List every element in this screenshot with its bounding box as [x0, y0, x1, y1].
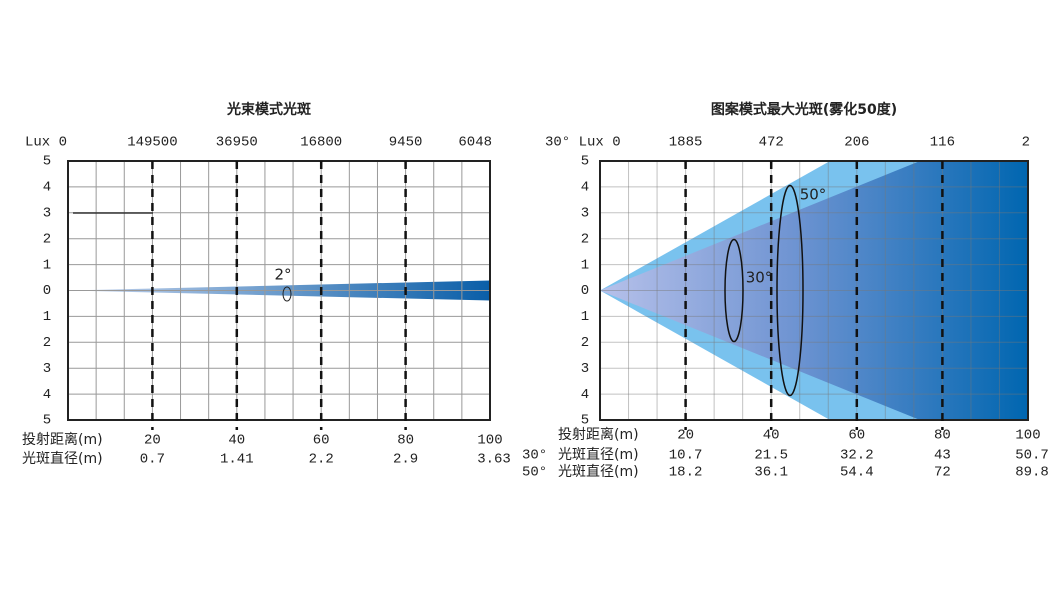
- beam-angle: 2°: [274, 266, 291, 284]
- diameter-value: 18.2: [669, 465, 703, 481]
- lux-value: 149500: [127, 135, 177, 151]
- y-label: 0: [43, 283, 51, 299]
- diameter-value: 89.8: [1015, 465, 1049, 481]
- diameter-label: 光斑直径(m): [558, 463, 639, 480]
- distance-value: 60: [313, 433, 330, 449]
- y-label: 2: [43, 335, 51, 351]
- beam-ellipse: [776, 184, 804, 397]
- y-label: 0: [581, 283, 589, 299]
- y-label: 5: [581, 154, 589, 170]
- diameter-value: 50.7: [1015, 448, 1049, 464]
- distance-value: 100: [1015, 428, 1040, 444]
- row-angle: 50°: [522, 465, 547, 481]
- diameter-label: 光斑直径(m): [22, 450, 103, 467]
- panel-title: 光束模式光斑: [226, 101, 311, 118]
- lux-value: 206: [844, 135, 869, 151]
- lux-value: 472: [759, 135, 784, 151]
- distance-value: 20: [677, 428, 694, 444]
- diameter-value: 21.5: [754, 448, 788, 464]
- plot-frame: [67, 160, 491, 421]
- y-label: 1: [581, 309, 589, 325]
- y-label: 1: [43, 309, 51, 325]
- diameter-value: 43: [934, 448, 951, 464]
- y-label: 3: [581, 361, 589, 377]
- diameter-value: 2.9: [393, 452, 418, 468]
- lux-value: 9450: [389, 135, 423, 151]
- distance-value: 80: [934, 428, 951, 444]
- y-label: 5: [581, 413, 589, 429]
- distance-value: 80: [397, 433, 414, 449]
- y-label: 5: [43, 413, 51, 429]
- y-label: 1: [43, 257, 51, 273]
- y-label: 4: [43, 180, 51, 196]
- lux-value: 36950: [216, 135, 258, 151]
- y-label: 2: [581, 335, 589, 351]
- distance-value: 100: [477, 433, 502, 449]
- lux-value: 16800: [300, 135, 342, 151]
- distance-value: 40: [763, 428, 780, 444]
- beam-cone-30: [600, 161, 1028, 420]
- distance-label: 投射距离(m): [22, 431, 103, 448]
- y-label: 2: [43, 231, 51, 247]
- distance-label: 投射距离(m): [558, 426, 639, 443]
- diameter-value: 32.2: [840, 448, 874, 464]
- diameter-value: 10.7: [669, 448, 703, 464]
- lux-header: Lux 0: [25, 135, 67, 151]
- y-label: 5: [43, 154, 51, 170]
- diameter-value: 72: [934, 465, 951, 481]
- distance-value: 40: [228, 433, 245, 449]
- y-label: 3: [581, 206, 589, 222]
- y-label: 4: [43, 387, 51, 403]
- y-label: 1: [581, 257, 589, 273]
- lux-value: 2: [1022, 135, 1030, 151]
- lux-header: 30° Lux 0: [545, 135, 621, 151]
- diameter-value: 0.7: [140, 452, 165, 468]
- diameter-value: 2.2: [309, 452, 334, 468]
- lux-value: 6048: [458, 135, 492, 151]
- plot-frame: [599, 160, 1029, 421]
- y-label: 3: [43, 206, 51, 222]
- diameter-value: 1.41: [220, 452, 254, 468]
- y-label: 4: [581, 387, 589, 403]
- beam-angle: 50°: [800, 186, 827, 204]
- diameter-value: 54.4: [840, 465, 874, 481]
- y-label: 4: [581, 180, 589, 196]
- lux-value: 116: [930, 135, 955, 151]
- diameter-label: 光斑直径(m): [558, 446, 639, 463]
- diameter-value: 3.63: [477, 452, 511, 468]
- row-angle: 30°: [522, 448, 547, 464]
- beam-ellipse: [282, 286, 292, 302]
- y-label: 3: [43, 361, 51, 377]
- beam-angle: 30°: [746, 269, 773, 287]
- distance-value: 60: [848, 428, 865, 444]
- y-label: 2: [581, 231, 589, 247]
- distance-value: 20: [144, 433, 161, 449]
- panel-title: 图案模式最大光斑(雾化50度): [711, 101, 897, 118]
- lux-value: 1885: [669, 135, 703, 151]
- beam-ellipse: [724, 238, 744, 343]
- diameter-value: 36.1: [754, 465, 788, 481]
